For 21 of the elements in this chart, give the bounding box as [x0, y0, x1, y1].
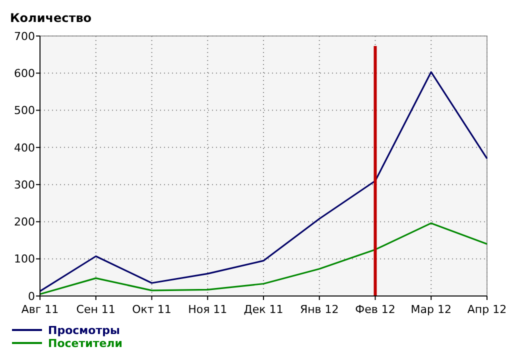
x-tick-label: Окт 11: [132, 303, 172, 316]
legend-label: Посетители: [48, 336, 122, 350]
x-tick-label: Авг 11: [21, 303, 59, 316]
y-tick-label: 600: [14, 66, 35, 80]
y-tick-label: 100: [14, 252, 35, 266]
x-tick-label: Дек 11: [244, 303, 284, 316]
x-tick-label: Мар 12: [410, 303, 452, 316]
x-tick-label: Фев 12: [355, 303, 396, 316]
x-tick-label: Сен 11: [76, 303, 116, 316]
y-tick-label: 700: [14, 30, 35, 43]
y-tick-label: 500: [14, 104, 35, 118]
y-axis-title: Количество: [10, 11, 92, 25]
line-series: [39, 71, 488, 292]
x-tick-label: Апр 12: [467, 303, 507, 316]
legend-label: Просмотры: [48, 324, 120, 337]
x-tick-label: Янв 12: [300, 303, 339, 316]
y-tick-label: 0: [28, 290, 35, 303]
y-tick-label: 200: [14, 216, 35, 229]
x-tick-label: Ноя 11: [188, 303, 228, 316]
y-tick-label: 400: [14, 141, 35, 154]
y-tick-label: 300: [14, 178, 35, 192]
